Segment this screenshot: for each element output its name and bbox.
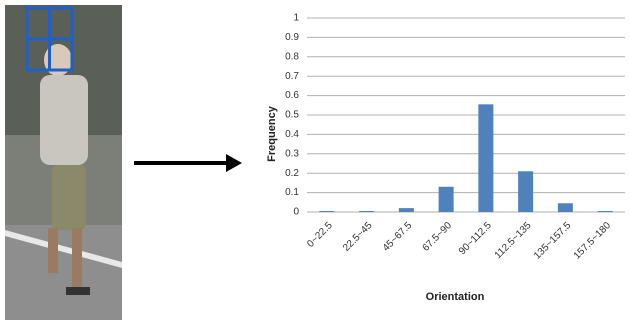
y-tick-label: 1 — [293, 13, 299, 24]
bar — [518, 171, 534, 212]
arrow — [134, 154, 242, 172]
bar — [597, 211, 613, 212]
y-axis-title: Frequency — [266, 105, 278, 162]
x-axis-title: Orientation — [426, 291, 485, 303]
photo-shirt — [40, 75, 88, 165]
y-tick-label: 0.3 — [285, 148, 299, 159]
y-tick-label: 0.5 — [285, 110, 299, 121]
x-tick-label: 112.5~135 — [493, 220, 534, 261]
y-tick-label: 0.8 — [285, 51, 299, 62]
y-tick-label: 0.6 — [285, 90, 299, 101]
photo-shorts — [52, 165, 86, 230]
pedestrian-photo — [5, 5, 122, 320]
bar — [359, 211, 375, 212]
x-tick-label: 67.5~90 — [421, 220, 455, 254]
y-tick-label: 0.4 — [285, 129, 299, 140]
bar — [438, 186, 454, 212]
y-tick-label: 0 — [293, 207, 299, 218]
photo-shoe — [66, 287, 90, 295]
x-tick-label: 135~157.5 — [532, 220, 574, 262]
x-tick-label: 22.5~45 — [341, 220, 375, 254]
x-tick-label: 45~67.5 — [381, 220, 415, 254]
photo-lane-line — [5, 230, 122, 268]
bar — [478, 104, 494, 212]
cell-grid — [25, 6, 74, 72]
y-tick-label: 0.9 — [285, 32, 299, 43]
photo-leg — [48, 228, 58, 273]
photo-leg — [72, 228, 82, 288]
y-tick-label: 0.1 — [285, 187, 299, 198]
bar — [319, 211, 335, 212]
x-tick-label: 157.5~180 — [572, 220, 614, 262]
x-tick-label: 0~22.5 — [305, 220, 335, 250]
bar — [557, 203, 573, 212]
x-tick-label: 90~112.5 — [457, 220, 494, 257]
y-tick-label: 0.2 — [285, 168, 299, 179]
bar — [398, 208, 414, 212]
y-tick-label: 0.7 — [285, 71, 299, 82]
